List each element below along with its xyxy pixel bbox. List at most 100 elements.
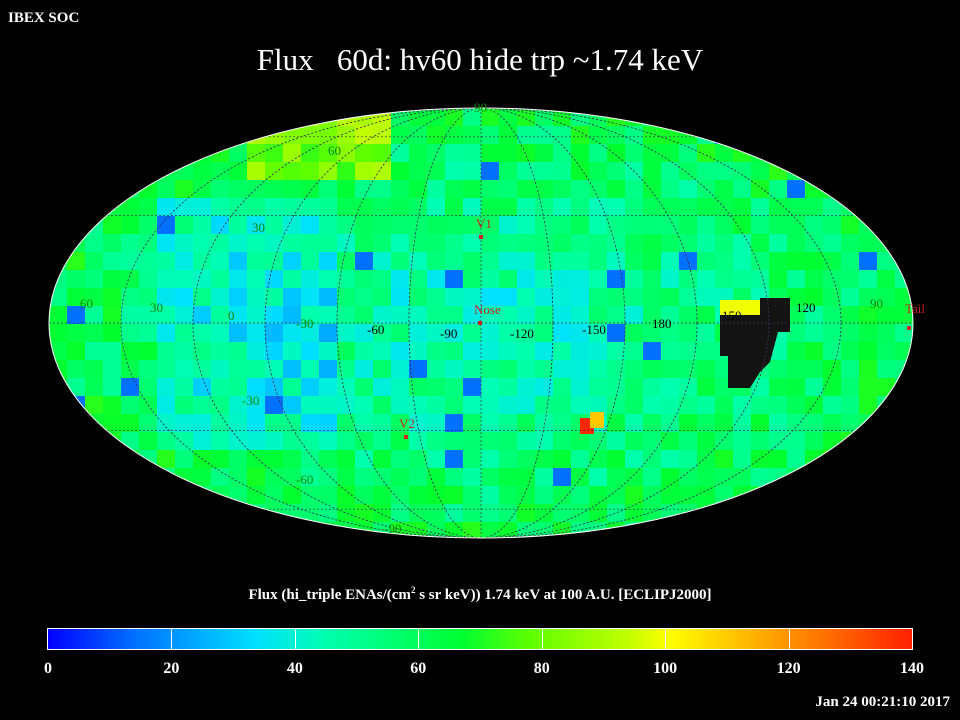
map-pixel [769, 360, 788, 379]
map-pixel [283, 486, 302, 505]
map-pixel [103, 396, 122, 415]
map-pixel [751, 450, 770, 469]
map-pixel [175, 162, 194, 181]
map-pixel [355, 270, 374, 289]
map-pixel [553, 198, 572, 217]
map-pixel [139, 360, 158, 379]
map-pixel [481, 306, 500, 325]
map-pixel [589, 324, 608, 343]
map-pixel [355, 180, 374, 199]
map-pixel [571, 486, 590, 505]
map-pixel [355, 216, 374, 235]
map-pixel [841, 378, 860, 397]
map-pixel [139, 414, 158, 433]
map-pixel [607, 360, 626, 379]
map-pixel [697, 306, 716, 325]
map-pixel [859, 270, 878, 289]
map-pixel [715, 252, 734, 271]
colorbar-label: 120 [776, 660, 801, 677]
map-pixel [697, 414, 716, 433]
map-pixel [265, 252, 284, 271]
map-pixel [625, 396, 644, 415]
map-pixel [193, 144, 212, 163]
map-pixel [661, 522, 680, 538]
map-pixel [337, 234, 356, 253]
map-pixel [283, 414, 302, 433]
map-pixel [211, 288, 230, 307]
map-pixel [895, 306, 913, 325]
map-pixel [301, 234, 320, 253]
map-pixel [265, 180, 284, 199]
map-pixel [607, 288, 626, 307]
map-pixel [679, 216, 698, 235]
map-pixel [517, 198, 536, 217]
map-pixel [211, 306, 230, 325]
map-pixel [85, 414, 104, 433]
map-pixel [823, 180, 842, 199]
map-pixel [391, 486, 410, 505]
map-pixel [427, 144, 446, 163]
map-pixel [355, 144, 374, 163]
map-pixel [67, 324, 86, 343]
map-pixel [175, 396, 194, 415]
map-pixel [553, 270, 572, 289]
map-pixel [445, 180, 464, 199]
map-pixel [877, 216, 896, 235]
map-pixel [445, 216, 464, 235]
map-pixel [301, 324, 320, 343]
map-pixel [319, 198, 338, 217]
map-pixel [157, 180, 176, 199]
map-pixel [535, 180, 554, 199]
map-pixel [373, 432, 392, 451]
map-pixel [697, 234, 716, 253]
map-pixel [157, 252, 176, 271]
map-pixel [481, 378, 500, 397]
map-pixel [463, 252, 482, 271]
map-pixel [895, 378, 913, 397]
map-pixel [445, 522, 464, 538]
map-pixel [553, 414, 572, 433]
map-pixel [769, 234, 788, 253]
map-pixel [661, 180, 680, 199]
map-pixel [301, 126, 320, 145]
map-pixel [643, 180, 662, 199]
map-pixel [643, 414, 662, 433]
map-pixel [571, 108, 590, 127]
map-pixel [445, 288, 464, 307]
map-pixel [391, 162, 410, 181]
map-pixel [301, 486, 320, 505]
map-pixel [67, 306, 86, 325]
map-pixel [283, 144, 302, 163]
map-pixel [787, 414, 806, 433]
colorbar-label: 40 [286, 660, 303, 677]
map-pixel [175, 360, 194, 379]
map-pixel [625, 144, 644, 163]
map-pixel [175, 306, 194, 325]
map-pixel [265, 324, 284, 343]
map-pixel [733, 234, 752, 253]
map-pixel [355, 162, 374, 181]
map-pixel [535, 342, 554, 361]
map-pixel [697, 288, 716, 307]
map-pixel [733, 162, 752, 181]
map-pixel [859, 324, 878, 343]
map-pixel [733, 144, 752, 163]
longitude-label: -120 [510, 326, 534, 341]
map-pixel [427, 486, 446, 505]
map-pixel [229, 432, 248, 451]
map-pixel [193, 486, 212, 505]
map-pixel [589, 396, 608, 415]
map-pixel [553, 324, 572, 343]
map-pixel [769, 432, 788, 451]
map-pixel [283, 234, 302, 253]
map-pixel [643, 378, 662, 397]
map-pixel [589, 234, 608, 253]
map-pixel [805, 468, 824, 487]
latitude-label: 30 [252, 220, 265, 235]
map-pixel [841, 414, 860, 433]
map-pixel [571, 252, 590, 271]
map-pixel [121, 180, 140, 199]
map-pixel [49, 234, 68, 253]
map-pixel [319, 288, 338, 307]
longitude-label: 90 [870, 296, 883, 311]
